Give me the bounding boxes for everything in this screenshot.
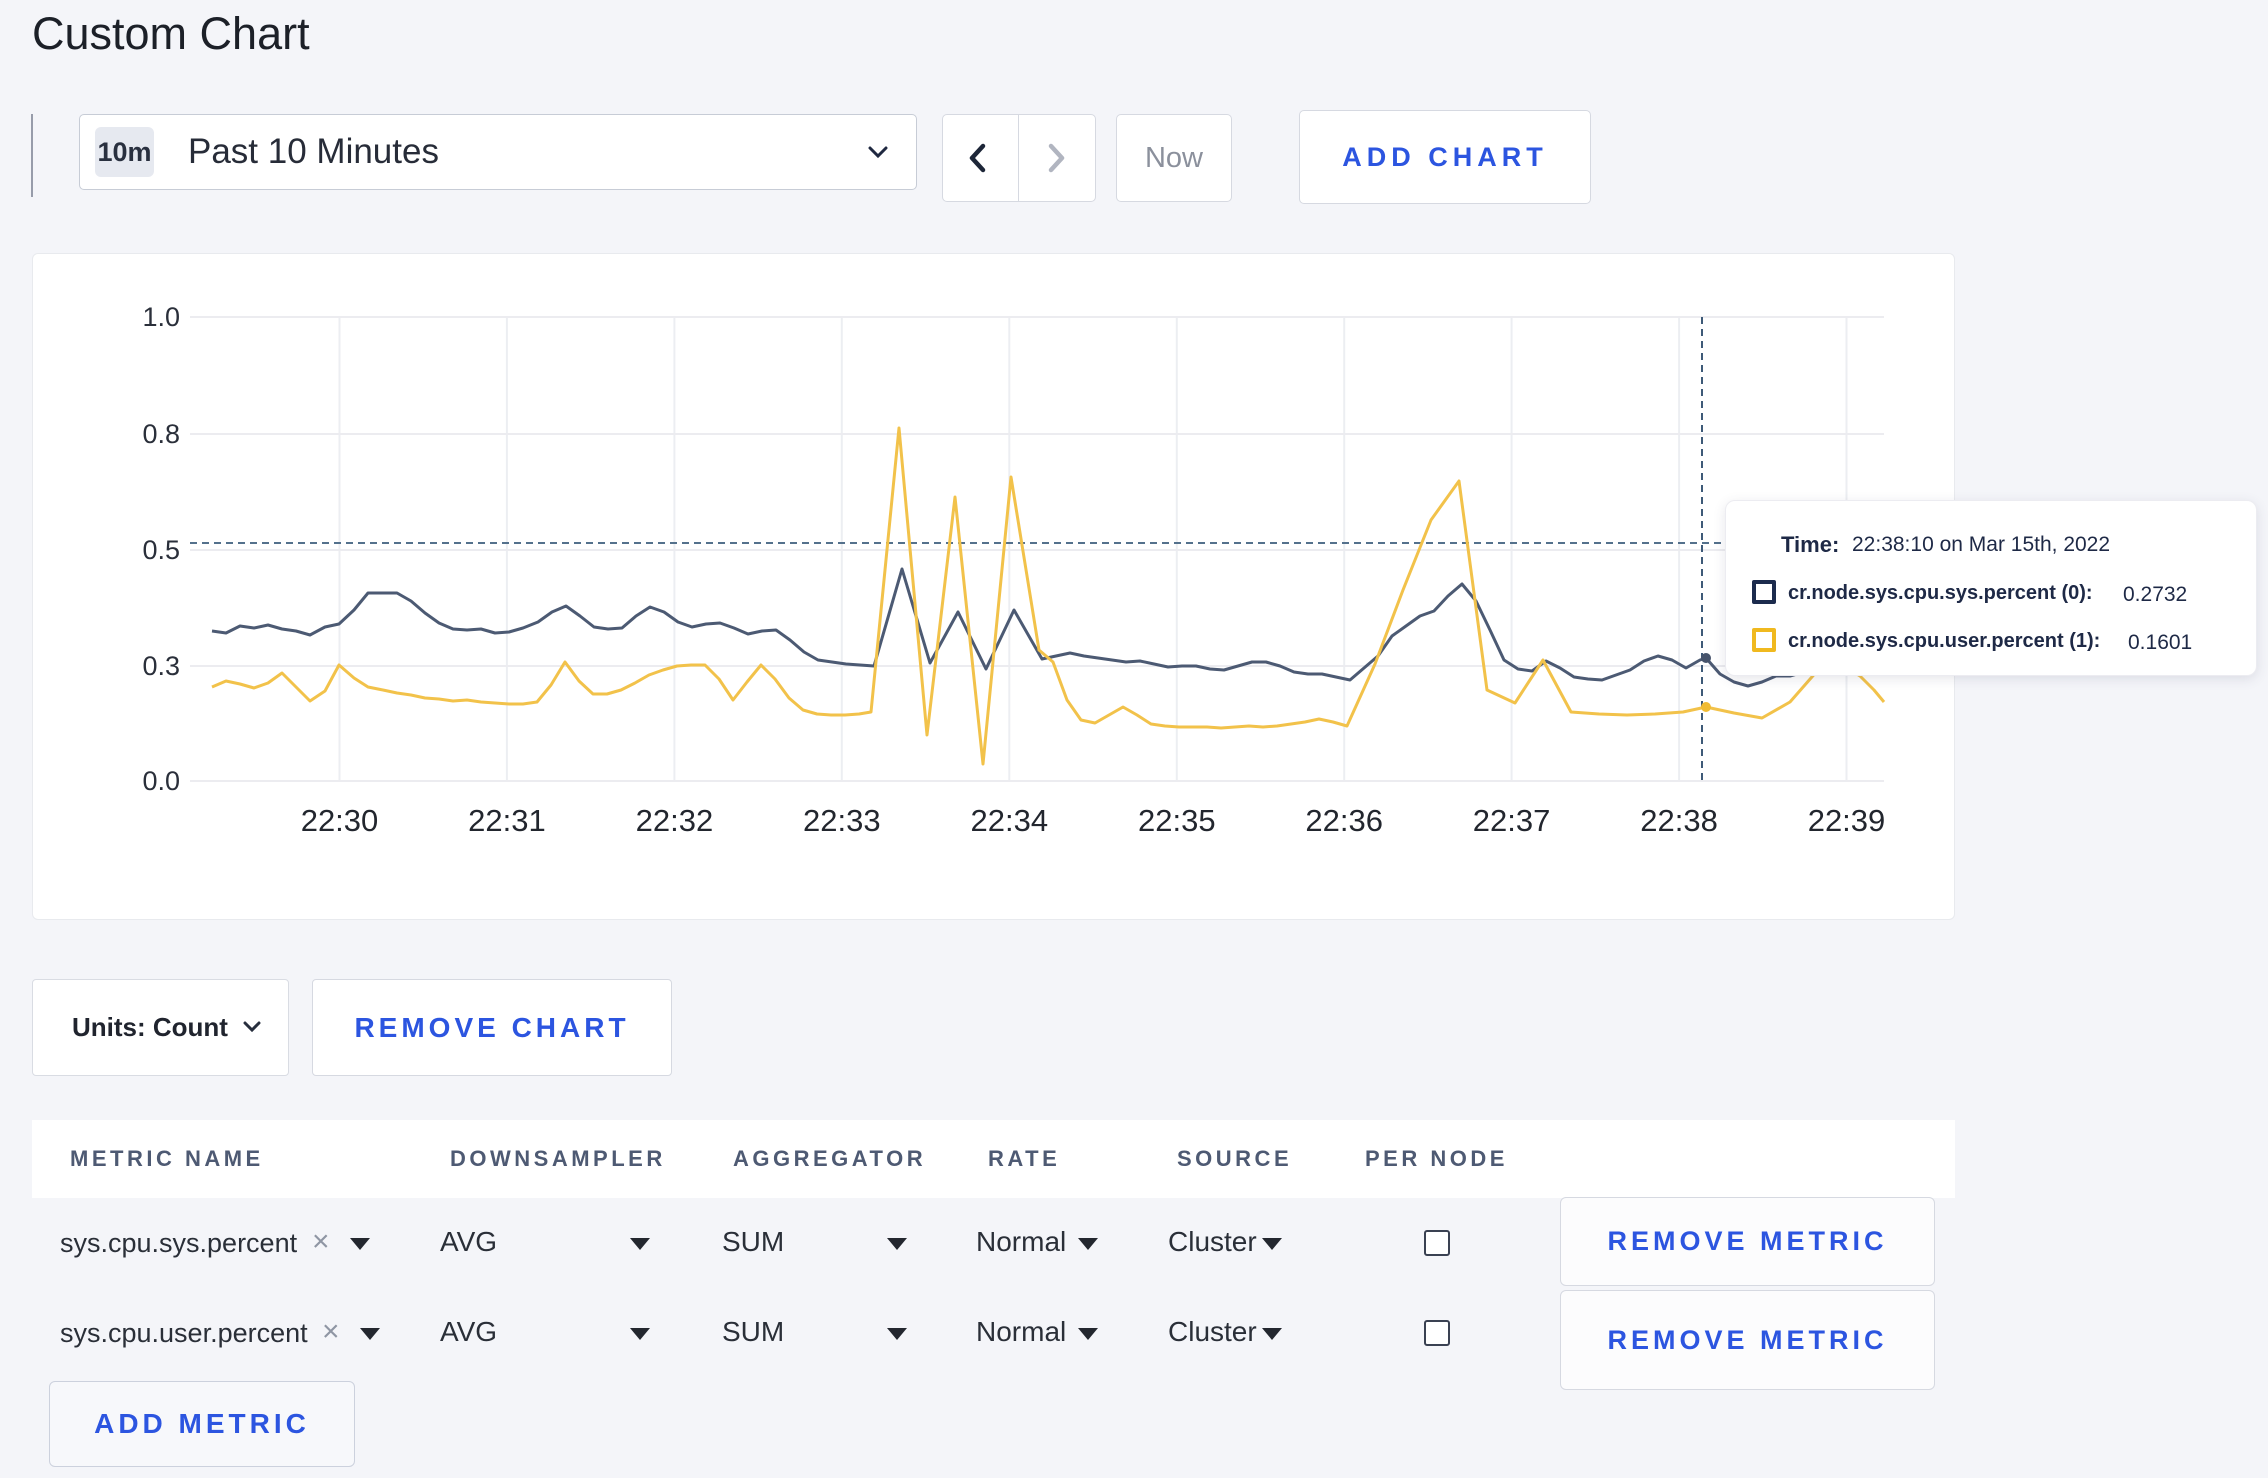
svg-text:22:30: 22:30 bbox=[301, 803, 379, 838]
svg-text:22:36: 22:36 bbox=[1305, 803, 1383, 838]
svg-text:1.0: 1.0 bbox=[142, 302, 180, 332]
svg-text:0.5: 0.5 bbox=[142, 535, 180, 565]
svg-text:22:34: 22:34 bbox=[971, 803, 1049, 838]
svg-text:22:35: 22:35 bbox=[1138, 803, 1216, 838]
svg-text:0.0: 0.0 bbox=[142, 766, 180, 796]
svg-text:22:39: 22:39 bbox=[1808, 803, 1886, 838]
svg-text:22:37: 22:37 bbox=[1473, 803, 1551, 838]
svg-text:22:33: 22:33 bbox=[803, 803, 881, 838]
svg-text:22:38: 22:38 bbox=[1640, 803, 1718, 838]
svg-text:0.3: 0.3 bbox=[142, 651, 180, 681]
svg-text:22:31: 22:31 bbox=[468, 803, 546, 838]
svg-text:0.8: 0.8 bbox=[142, 419, 180, 449]
svg-text:22:32: 22:32 bbox=[636, 803, 714, 838]
